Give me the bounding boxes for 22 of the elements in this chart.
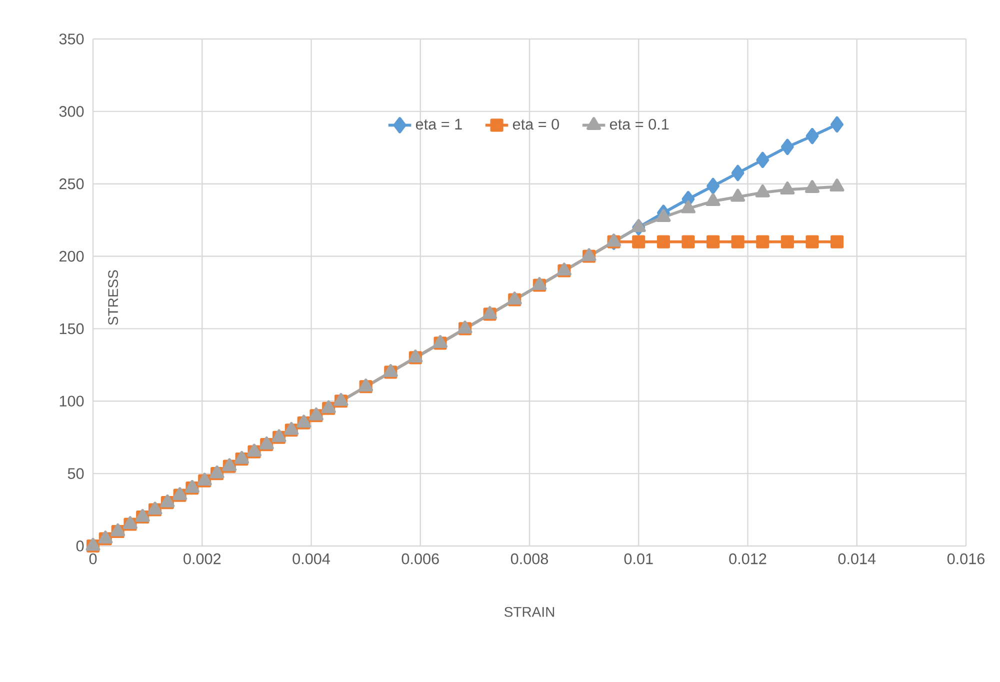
y-tick-label: 100 — [60, 396, 84, 407]
x-tick-label: 0.012 — [729, 553, 766, 564]
y-axis-title: STRESS — [108, 270, 118, 325]
y-tick-label: 0 — [76, 540, 84, 552]
y-tick-label: 300 — [59, 106, 84, 117]
x-tick-label: 0.004 — [292, 553, 330, 564]
y-tick-label: 250 — [59, 178, 84, 190]
legend-label: eta = 0.1 — [610, 118, 669, 130]
x-axis-title: STRAIN — [504, 606, 554, 617]
legend-label: eta = 0 — [512, 118, 559, 130]
x-tick-label: 0.01 — [624, 553, 653, 564]
x-tick-label: 0.002 — [184, 553, 221, 564]
x-tick-label: 0 — [89, 553, 97, 564]
x-tick-label: 0.014 — [838, 553, 876, 564]
y-tick-label: 200 — [59, 250, 84, 262]
x-tick-label: 0.006 — [402, 553, 439, 564]
legend-label: eta = 1 — [416, 118, 462, 130]
y-tick-label: 350 — [59, 34, 84, 44]
x-tick-label: 0.016 — [947, 553, 984, 564]
y-tick-label: 50 — [68, 468, 84, 479]
x-tick-label: 0.008 — [510, 553, 548, 564]
y-tick-label: 150 — [60, 323, 84, 334]
